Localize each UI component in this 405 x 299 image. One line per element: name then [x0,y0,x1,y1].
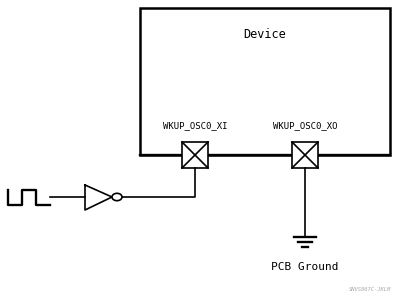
Text: SNVS867C-JKLM: SNVS867C-JKLM [349,287,391,292]
Bar [292,142,318,168]
Bar [140,8,390,155]
Text: WKUP_OSC0_XI: WKUP_OSC0_XI [163,121,227,130]
Bar [182,142,208,168]
Text: Device: Device [244,28,286,41]
Text: PCB Ground: PCB Ground [271,262,339,272]
Text: WKUP_OSC0_XO: WKUP_OSC0_XO [273,121,337,130]
Circle shape [112,193,122,201]
